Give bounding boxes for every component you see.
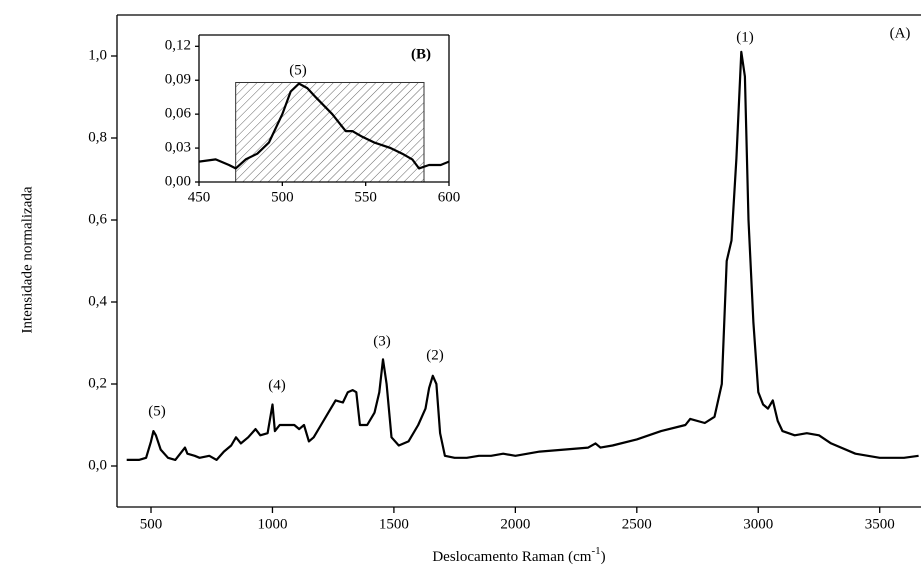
- x-tick-label: 450: [188, 189, 211, 205]
- annotation: (B): [411, 46, 431, 62]
- x-tick-label: 1500: [379, 516, 409, 532]
- annotation: (3): [373, 333, 391, 349]
- x-axis-label: Deslocamento Raman (cm-1): [432, 545, 605, 566]
- x-label-part: ): [601, 549, 606, 565]
- annotation: (5): [289, 62, 307, 78]
- y-tick-label: 0,6: [88, 211, 107, 227]
- annotation: (5): [148, 403, 166, 419]
- y-tick-label: 0,00: [165, 173, 191, 189]
- x-tick-label: 2500: [622, 516, 652, 532]
- annotation: (4): [268, 377, 286, 393]
- spectrum-line: [126, 50, 919, 461]
- annotation: (A): [890, 25, 911, 41]
- y-tick-label: 0,12: [165, 38, 191, 54]
- x-tick-label: 500: [140, 516, 163, 532]
- annotation: (1): [736, 29, 754, 45]
- x-label-part: Deslocamento Raman (cm: [432, 549, 591, 565]
- x-tick-label: 3500: [865, 516, 895, 532]
- y-tick-label: 0,4: [88, 293, 107, 309]
- x-tick-label: 1000: [257, 516, 287, 532]
- y-tick-label: 0,0: [88, 457, 107, 473]
- y-axis-label: Intensidade normalizada: [19, 186, 35, 333]
- y-tick-label: 0,06: [165, 106, 192, 122]
- y-tick-label: 0,09: [165, 72, 191, 88]
- y-tick-label: 0,8: [88, 129, 107, 145]
- x-tick-label: 500: [271, 189, 294, 205]
- spectrum-line: [199, 82, 449, 170]
- y-tick-label: 0,2: [88, 375, 107, 391]
- shaded-region: [235, 81, 425, 183]
- x-label-sup: -1: [591, 545, 600, 557]
- y-tick-label: 1,0: [88, 47, 107, 63]
- x-tick-label: 550: [354, 189, 377, 205]
- y-tick-label: 0,03: [165, 140, 191, 156]
- x-tick-label: 3000: [743, 516, 773, 532]
- annotation: (2): [426, 347, 444, 363]
- x-tick-label: 2000: [500, 516, 530, 532]
- x-tick-label: 600: [438, 189, 461, 205]
